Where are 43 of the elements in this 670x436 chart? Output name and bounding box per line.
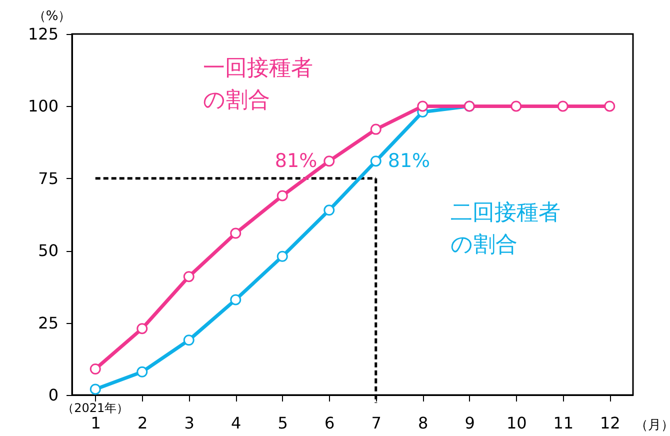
y-tick-label: 0 — [48, 386, 58, 404]
point — [230, 294, 242, 306]
text: 一回接種者の割合 — [202, 56, 313, 114]
y-tick-label: 50 — [38, 241, 58, 260]
point — [510, 100, 522, 112]
x-tick-label: 2 — [138, 414, 148, 432]
y-tick-label: 100 — [28, 96, 58, 116]
point — [136, 366, 148, 378]
point — [136, 323, 148, 334]
x-tick-label: 10 — [506, 414, 527, 432]
y-tick-label: 125 — [28, 24, 58, 44]
text: 二回接種者の割合 — [450, 200, 561, 258]
point — [183, 334, 194, 346]
point — [417, 100, 428, 112]
point — [276, 190, 288, 202]
point — [276, 250, 288, 262]
data-label: 81% — [388, 150, 430, 172]
point — [230, 228, 242, 239]
x-axis-title: （月） — [635, 418, 670, 433]
x-tick-label: 12 — [600, 414, 620, 432]
x-tick-label: 8 — [418, 414, 428, 432]
x-tick-label: 4 — [231, 414, 242, 432]
point — [370, 156, 382, 167]
text: （2021年） — [62, 401, 129, 415]
point — [324, 156, 335, 167]
y-axis-title: （%） — [32, 9, 72, 24]
x-tick-label: 5 — [278, 414, 288, 432]
point — [557, 100, 568, 112]
point — [90, 364, 101, 374]
x-tick-label: 3 — [184, 414, 194, 432]
y-tick-label: 25 — [38, 313, 58, 332]
point — [370, 124, 382, 135]
x-tick-label: 11 — [553, 414, 574, 432]
point — [183, 271, 194, 282]
x-tick-label: 6 — [324, 414, 335, 432]
x-tick-label: 7 — [371, 414, 382, 432]
x-tick-label: 1 — [90, 414, 101, 432]
point — [90, 384, 101, 395]
data-label: 81% — [274, 150, 318, 172]
point — [324, 204, 335, 216]
y-tick-label: 75 — [38, 168, 58, 188]
point — [604, 100, 616, 112]
x-tick-label: 9 — [464, 414, 475, 432]
